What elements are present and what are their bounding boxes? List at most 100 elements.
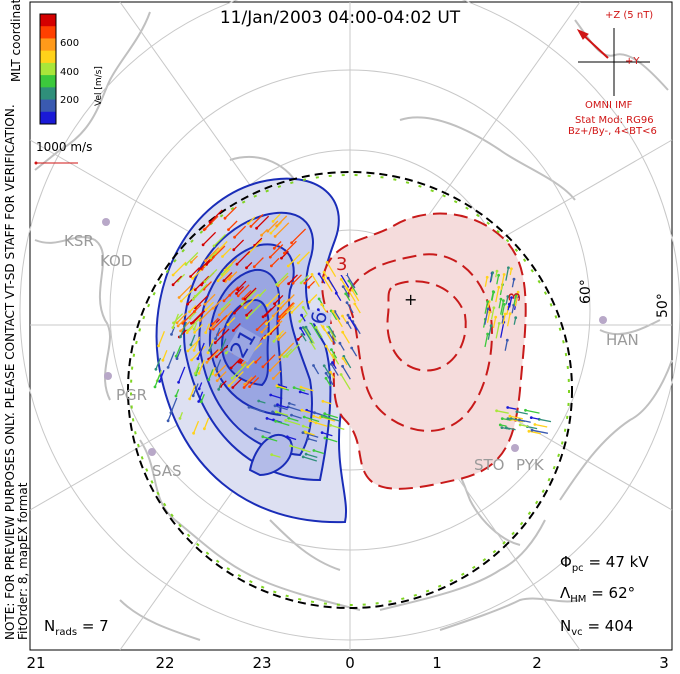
coordinates-label: MLT coordinates: [9, 0, 23, 82]
velocity-vector: [190, 255, 198, 263]
velocity-vector: [275, 420, 290, 427]
velocity-vector-origin: [190, 321, 193, 325]
velocity-vector: [270, 257, 280, 267]
velocity-vector-origin: [236, 288, 240, 291]
velocity-vector-origin: [486, 300, 489, 303]
velocity-vector: [310, 341, 316, 350]
velocity-vector-origin: [317, 272, 321, 276]
velocity-vector: [202, 231, 217, 246]
velocity-vector: [300, 275, 310, 284]
velocity-vector-origin: [290, 311, 294, 314]
coastlines: [34, 11, 673, 641]
velocity-vector: [269, 359, 282, 371]
velocity-vector-origin: [179, 329, 183, 333]
velocity-vector-origin: [273, 235, 277, 238]
velocity-vector-origin: [171, 273, 175, 277]
velocity-vector: [346, 287, 356, 303]
velocity-vector-origin: [255, 328, 259, 331]
velocity-vector-origin: [208, 220, 212, 224]
velocity-vector: [218, 303, 231, 316]
stat-n-rads: Nrads = 7: [44, 617, 109, 638]
velocity-vector: [199, 254, 215, 270]
velocity-vector-origin: [518, 423, 522, 427]
velocity-vector: [508, 297, 513, 308]
colorbar-tick-400: 400: [60, 67, 80, 78]
velocity-vector: [190, 267, 200, 277]
velocity-vector: [502, 417, 512, 421]
velocity-vector: [509, 415, 523, 420]
velocity-vector-origin: [533, 423, 537, 426]
velocity-vector-origin: [514, 293, 518, 297]
colorbar-block: [40, 87, 56, 101]
velocity-vector: [212, 314, 228, 330]
velocity-vector-origin: [220, 348, 223, 352]
velocity-vector: [272, 213, 281, 222]
colorbar-block: [40, 14, 56, 27]
velocity-vector-origin: [154, 367, 158, 371]
velocity-vector: [209, 209, 223, 223]
velocity-vector: [308, 294, 318, 303]
velocity-vector: [340, 374, 351, 390]
velocity-vector-origin: [491, 271, 494, 275]
velocity-vector-origin: [233, 235, 237, 239]
velocity-vector: [266, 293, 280, 306]
velocity-vector: [484, 308, 489, 325]
velocity-vector: [500, 300, 505, 315]
velocity-vector-origin: [303, 281, 307, 285]
stat-n-vc-symbol: Nvc: [560, 617, 583, 638]
velocity-vector-origin: [215, 355, 218, 359]
velocity-vector-origin: [314, 325, 318, 329]
velocity-vector-origin: [227, 228, 230, 232]
velocity-vector-origin: [275, 384, 279, 388]
velocity-vector-origin: [285, 435, 289, 439]
velocity-vector-origin: [486, 307, 490, 311]
velocity-vector-origin: [197, 371, 201, 375]
velocity-vector-origin: [530, 428, 534, 432]
velocity-vector-origin: [301, 455, 305, 459]
velocity-vector: [327, 277, 338, 294]
velocity-vector-origin: [272, 339, 276, 343]
velocity-vector-origin: [494, 315, 498, 319]
velocity-vector-origin: [193, 331, 197, 334]
velocity-vector: [276, 215, 288, 227]
velocity-vector-origin: [344, 292, 348, 296]
velocity-vector-origin: [171, 326, 175, 329]
velocity-vector: [175, 344, 182, 357]
velocity-vector-origin: [320, 303, 324, 306]
velocity-vector-origin: [320, 415, 324, 418]
velocity-vector-origin: [246, 365, 250, 369]
velocity-vector-origin: [220, 273, 224, 276]
velocity-vector: [204, 293, 216, 305]
velocity-vector: [324, 437, 338, 443]
hm-boundary: [127, 171, 573, 609]
velocity-vector: [288, 417, 299, 422]
velocity-vector: [180, 287, 196, 302]
velocity-vector: [328, 332, 336, 344]
velocity-vector: [186, 325, 194, 334]
velocity-vector: [220, 338, 227, 351]
velocity-vector-origin: [217, 313, 221, 317]
velocity-vector-origin: [248, 385, 252, 388]
velocity-vector: [505, 267, 510, 281]
velocity-vector-origin: [300, 313, 303, 317]
velocity-vector-origin: [497, 322, 501, 325]
velocity-vector-origin: [503, 312, 507, 316]
velocity-vector-origin: [283, 251, 286, 255]
colorbar-tick-600: 600: [60, 38, 80, 49]
velocity-vector-origin: [239, 361, 243, 364]
velocity-vector-origin: [171, 283, 175, 287]
velocity-vector: [280, 299, 290, 309]
stat-n-vc-value: = 404: [587, 617, 634, 635]
contour-label-3b: 3: [505, 291, 524, 302]
mlt-tick-3: 3: [659, 654, 669, 672]
velocity-vector-origin: [289, 444, 293, 448]
velocity-vector-origin: [153, 385, 157, 389]
velocity-vector: [224, 262, 233, 271]
colorbar-block: [40, 38, 56, 52]
velocity-vector-origin: [273, 302, 276, 306]
velocity-vector: [248, 406, 265, 413]
velocity-vector: [192, 383, 199, 396]
velocity-vector-origin: [177, 296, 181, 299]
velocity-vector: [513, 295, 517, 306]
velocity-vector: [223, 272, 233, 282]
